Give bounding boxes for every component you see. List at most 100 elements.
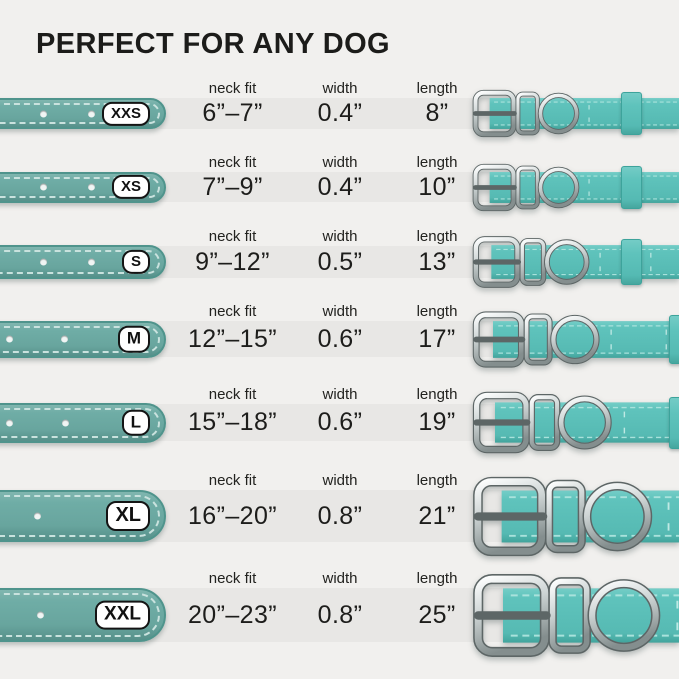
collar-buckle-assembly — [473, 476, 679, 556]
strap-hole — [40, 110, 47, 117]
strap-keeper — [621, 165, 642, 209]
column-header-length: length — [416, 303, 458, 320]
strap-hole — [62, 419, 69, 426]
strap-hole — [6, 335, 13, 343]
d-ring-icon — [544, 240, 589, 284]
collar-strap — [489, 98, 679, 129]
stitching — [0, 103, 160, 124]
strap-hole — [88, 110, 95, 117]
neck-fit-value: 7”–9” — [202, 173, 263, 201]
keeper-icon — [546, 480, 585, 552]
length-value: 19” — [418, 408, 456, 436]
keeper-icon — [520, 239, 546, 285]
length-value: 25” — [418, 601, 456, 629]
strap-hole — [88, 258, 95, 266]
size-badge: XS — [111, 174, 150, 200]
column-header-width: width — [322, 386, 358, 403]
column-header-neck-fit: neck fit — [208, 303, 257, 320]
column-header-neck-fit: neck fit — [208, 570, 257, 587]
size-badge: XXS — [101, 101, 150, 126]
neck-fit-value: 20”–23” — [188, 601, 277, 629]
collar-strap — [489, 171, 679, 203]
column-header-neck-fit: neck fit — [208, 80, 257, 97]
keeper-icon — [516, 92, 539, 135]
strap-hole — [40, 183, 47, 191]
length-value: 10” — [418, 173, 456, 201]
width-value: 0.8” — [317, 502, 363, 530]
page-title: PERFECT FOR ANY DOG — [36, 28, 391, 60]
column-header-length: length — [416, 570, 458, 587]
d-ring-icon — [551, 315, 599, 363]
collar-buckle-assembly — [472, 310, 679, 368]
keeper-icon — [529, 395, 560, 450]
column-header-neck-fit: neck fit — [208, 228, 257, 245]
keeper-icon — [549, 578, 590, 652]
column-header-width: width — [322, 303, 358, 320]
collar-buckle-assembly — [473, 573, 679, 657]
d-ring-icon — [589, 580, 659, 650]
collar-buckle-assembly — [472, 236, 679, 288]
collar-buckle-assembly — [472, 89, 679, 138]
size-badge: M — [117, 325, 150, 353]
column-header-length: length — [416, 472, 458, 489]
strap-hole — [88, 183, 95, 191]
keeper-icon — [524, 314, 552, 364]
strap-hole — [61, 335, 68, 343]
stitching — [0, 176, 160, 198]
neck-fit-value: 12”–15” — [188, 325, 277, 353]
column-header-width: width — [322, 228, 358, 245]
neck-fit-value: 16”–20” — [188, 502, 277, 530]
column-header-length: length — [416, 228, 458, 245]
neck-fit-value: 9”–12” — [195, 248, 270, 276]
strap-hole — [40, 258, 47, 266]
collar-buckle-assembly — [472, 163, 679, 211]
width-value: 0.6” — [317, 325, 363, 353]
collar-strap-end: XXL — [0, 588, 166, 642]
collar-strap-end: XL — [0, 490, 166, 542]
strap-keeper — [669, 314, 679, 364]
column-header-neck-fit: neck fit — [208, 472, 257, 489]
stitching — [0, 593, 160, 637]
column-header-neck-fit: neck fit — [208, 154, 257, 171]
stitching — [0, 250, 160, 274]
neck-fit-value: 15”–18” — [188, 408, 277, 436]
width-value: 0.4” — [317, 99, 363, 127]
collar-strap-end: S — [0, 245, 166, 279]
stitching — [0, 325, 160, 353]
column-header-width: width — [322, 154, 358, 171]
strap-hole — [37, 611, 44, 619]
size-badge: XL — [106, 501, 150, 531]
neck-fit-value: 6”–7” — [202, 99, 263, 127]
size-badge: XXL — [95, 600, 150, 630]
strap-keeper — [621, 92, 642, 135]
column-header-width: width — [322, 570, 358, 587]
d-ring-icon — [558, 396, 611, 449]
strap-hole — [34, 512, 41, 520]
keeper-icon — [516, 166, 539, 208]
collar-strap-end: XS — [0, 171, 166, 203]
strap-keeper — [621, 239, 642, 285]
stitching — [0, 495, 160, 537]
length-value: 8” — [425, 99, 449, 127]
size-badge: S — [121, 249, 150, 275]
width-value: 0.8” — [317, 601, 363, 629]
column-header-length: length — [416, 386, 458, 403]
collar-strap-end: M — [0, 320, 166, 358]
collar-buckle-assembly — [472, 391, 679, 454]
length-value: 21” — [418, 502, 456, 530]
column-header-width: width — [322, 472, 358, 489]
width-value: 0.5” — [317, 248, 363, 276]
d-ring-icon — [538, 167, 579, 207]
collar-strap-end: L — [0, 402, 166, 443]
collar-strap-end: XXS — [0, 98, 166, 129]
width-value: 0.4” — [317, 173, 363, 201]
strap-hole — [6, 419, 13, 426]
stitching — [0, 407, 160, 438]
column-header-length: length — [416, 154, 458, 171]
column-header-neck-fit: neck fit — [208, 386, 257, 403]
size-badge: L — [121, 409, 150, 436]
column-header-length: length — [416, 80, 458, 97]
d-ring-icon — [583, 482, 651, 550]
length-value: 13” — [418, 248, 456, 276]
